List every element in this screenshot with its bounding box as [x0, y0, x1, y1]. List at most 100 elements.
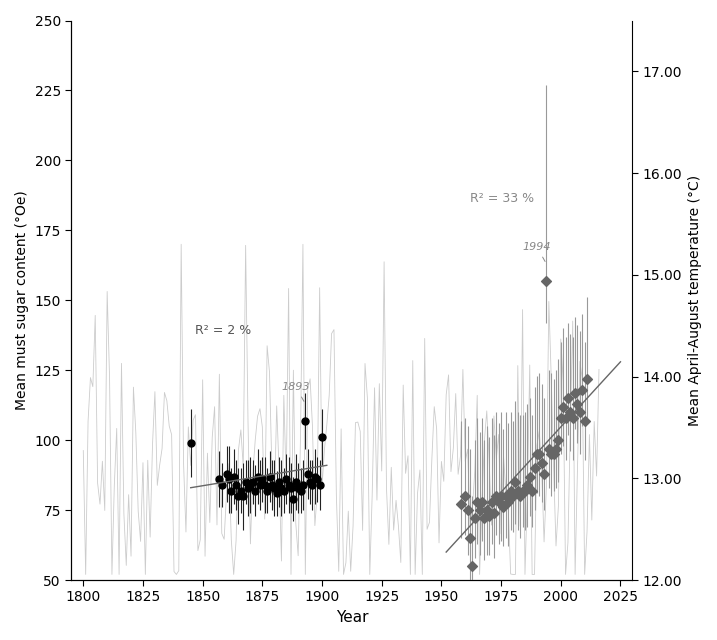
Point	[474, 505, 485, 515]
Point	[515, 491, 526, 501]
Point	[483, 511, 495, 521]
Point	[223, 474, 234, 484]
Point	[541, 276, 552, 286]
Point	[226, 485, 237, 495]
Point	[216, 480, 227, 490]
Point	[233, 491, 244, 501]
Point	[522, 480, 533, 490]
Point	[548, 449, 559, 460]
Point	[283, 480, 295, 490]
Point	[237, 491, 249, 501]
Point	[531, 449, 543, 460]
Point	[465, 533, 476, 543]
Point	[479, 513, 490, 524]
Point	[498, 502, 509, 513]
Point	[293, 483, 304, 493]
Point	[462, 505, 473, 515]
Point	[538, 468, 550, 479]
Text: R² = 2 %: R² = 2 %	[196, 324, 252, 337]
Point	[316, 432, 328, 442]
Point	[490, 491, 502, 501]
Point	[505, 485, 516, 495]
Point	[528, 463, 540, 473]
Point	[271, 488, 282, 499]
Point	[519, 485, 531, 495]
Point	[469, 513, 480, 524]
Point	[314, 480, 326, 490]
Point	[569, 387, 581, 397]
Point	[564, 407, 576, 417]
Point	[543, 444, 554, 454]
Point	[553, 435, 564, 445]
Point	[269, 483, 280, 493]
Point	[510, 477, 521, 487]
Point	[557, 401, 569, 412]
Point	[576, 385, 588, 395]
Point	[240, 477, 252, 487]
Point	[503, 497, 514, 507]
Point	[493, 497, 505, 507]
Point	[266, 480, 277, 490]
Point	[221, 468, 232, 479]
Point	[247, 477, 259, 487]
Point	[288, 494, 299, 504]
Point	[567, 413, 579, 423]
X-axis label: Year: Year	[336, 610, 368, 625]
Y-axis label: Mean must sugar content (°Oe): Mean must sugar content (°Oe)	[15, 190, 29, 410]
Point	[472, 497, 483, 507]
Point	[242, 483, 254, 493]
Point	[495, 491, 507, 501]
Point	[571, 399, 583, 409]
Point	[280, 474, 292, 484]
Point	[546, 449, 557, 460]
Point	[259, 480, 270, 490]
Point	[481, 505, 493, 515]
Text: 1994: 1994	[523, 242, 551, 262]
Point	[517, 485, 528, 495]
Point	[278, 485, 290, 495]
Point	[467, 561, 478, 571]
Point	[244, 480, 256, 490]
Y-axis label: Mean April-August temperature (°C): Mean April-August temperature (°C)	[688, 175, 702, 426]
Point	[562, 393, 574, 403]
Point	[276, 483, 288, 493]
Point	[581, 374, 593, 384]
Point	[455, 499, 466, 509]
Point	[560, 413, 571, 423]
Point	[295, 485, 306, 495]
Point	[185, 438, 196, 448]
Point	[264, 472, 275, 482]
Point	[574, 407, 586, 417]
Point	[255, 480, 266, 490]
Point	[307, 480, 318, 490]
Point	[228, 472, 239, 482]
Point	[524, 472, 536, 482]
Point	[555, 413, 566, 423]
Point	[311, 474, 323, 484]
Point	[512, 485, 523, 495]
Point	[460, 491, 471, 501]
Text: R² = 33 %: R² = 33 %	[470, 193, 534, 205]
Point	[297, 480, 308, 490]
Point	[488, 508, 500, 518]
Point	[508, 491, 519, 501]
Point	[486, 497, 498, 507]
Point	[257, 474, 268, 484]
Point	[262, 485, 273, 495]
Point	[309, 472, 320, 482]
Point	[302, 468, 313, 479]
Point	[285, 483, 297, 493]
Point	[230, 480, 242, 490]
Point	[304, 477, 315, 487]
Point	[250, 485, 261, 495]
Point	[476, 497, 488, 507]
Point	[273, 477, 285, 487]
Point	[526, 485, 538, 495]
Point	[290, 477, 302, 487]
Point	[235, 485, 247, 495]
Point	[500, 491, 512, 501]
Point	[550, 444, 561, 454]
Point	[533, 449, 545, 460]
Point	[300, 415, 311, 426]
Text: 1893: 1893	[282, 382, 310, 401]
